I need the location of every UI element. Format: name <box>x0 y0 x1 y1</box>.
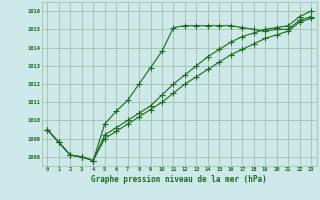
X-axis label: Graphe pression niveau de la mer (hPa): Graphe pression niveau de la mer (hPa) <box>91 175 267 184</box>
